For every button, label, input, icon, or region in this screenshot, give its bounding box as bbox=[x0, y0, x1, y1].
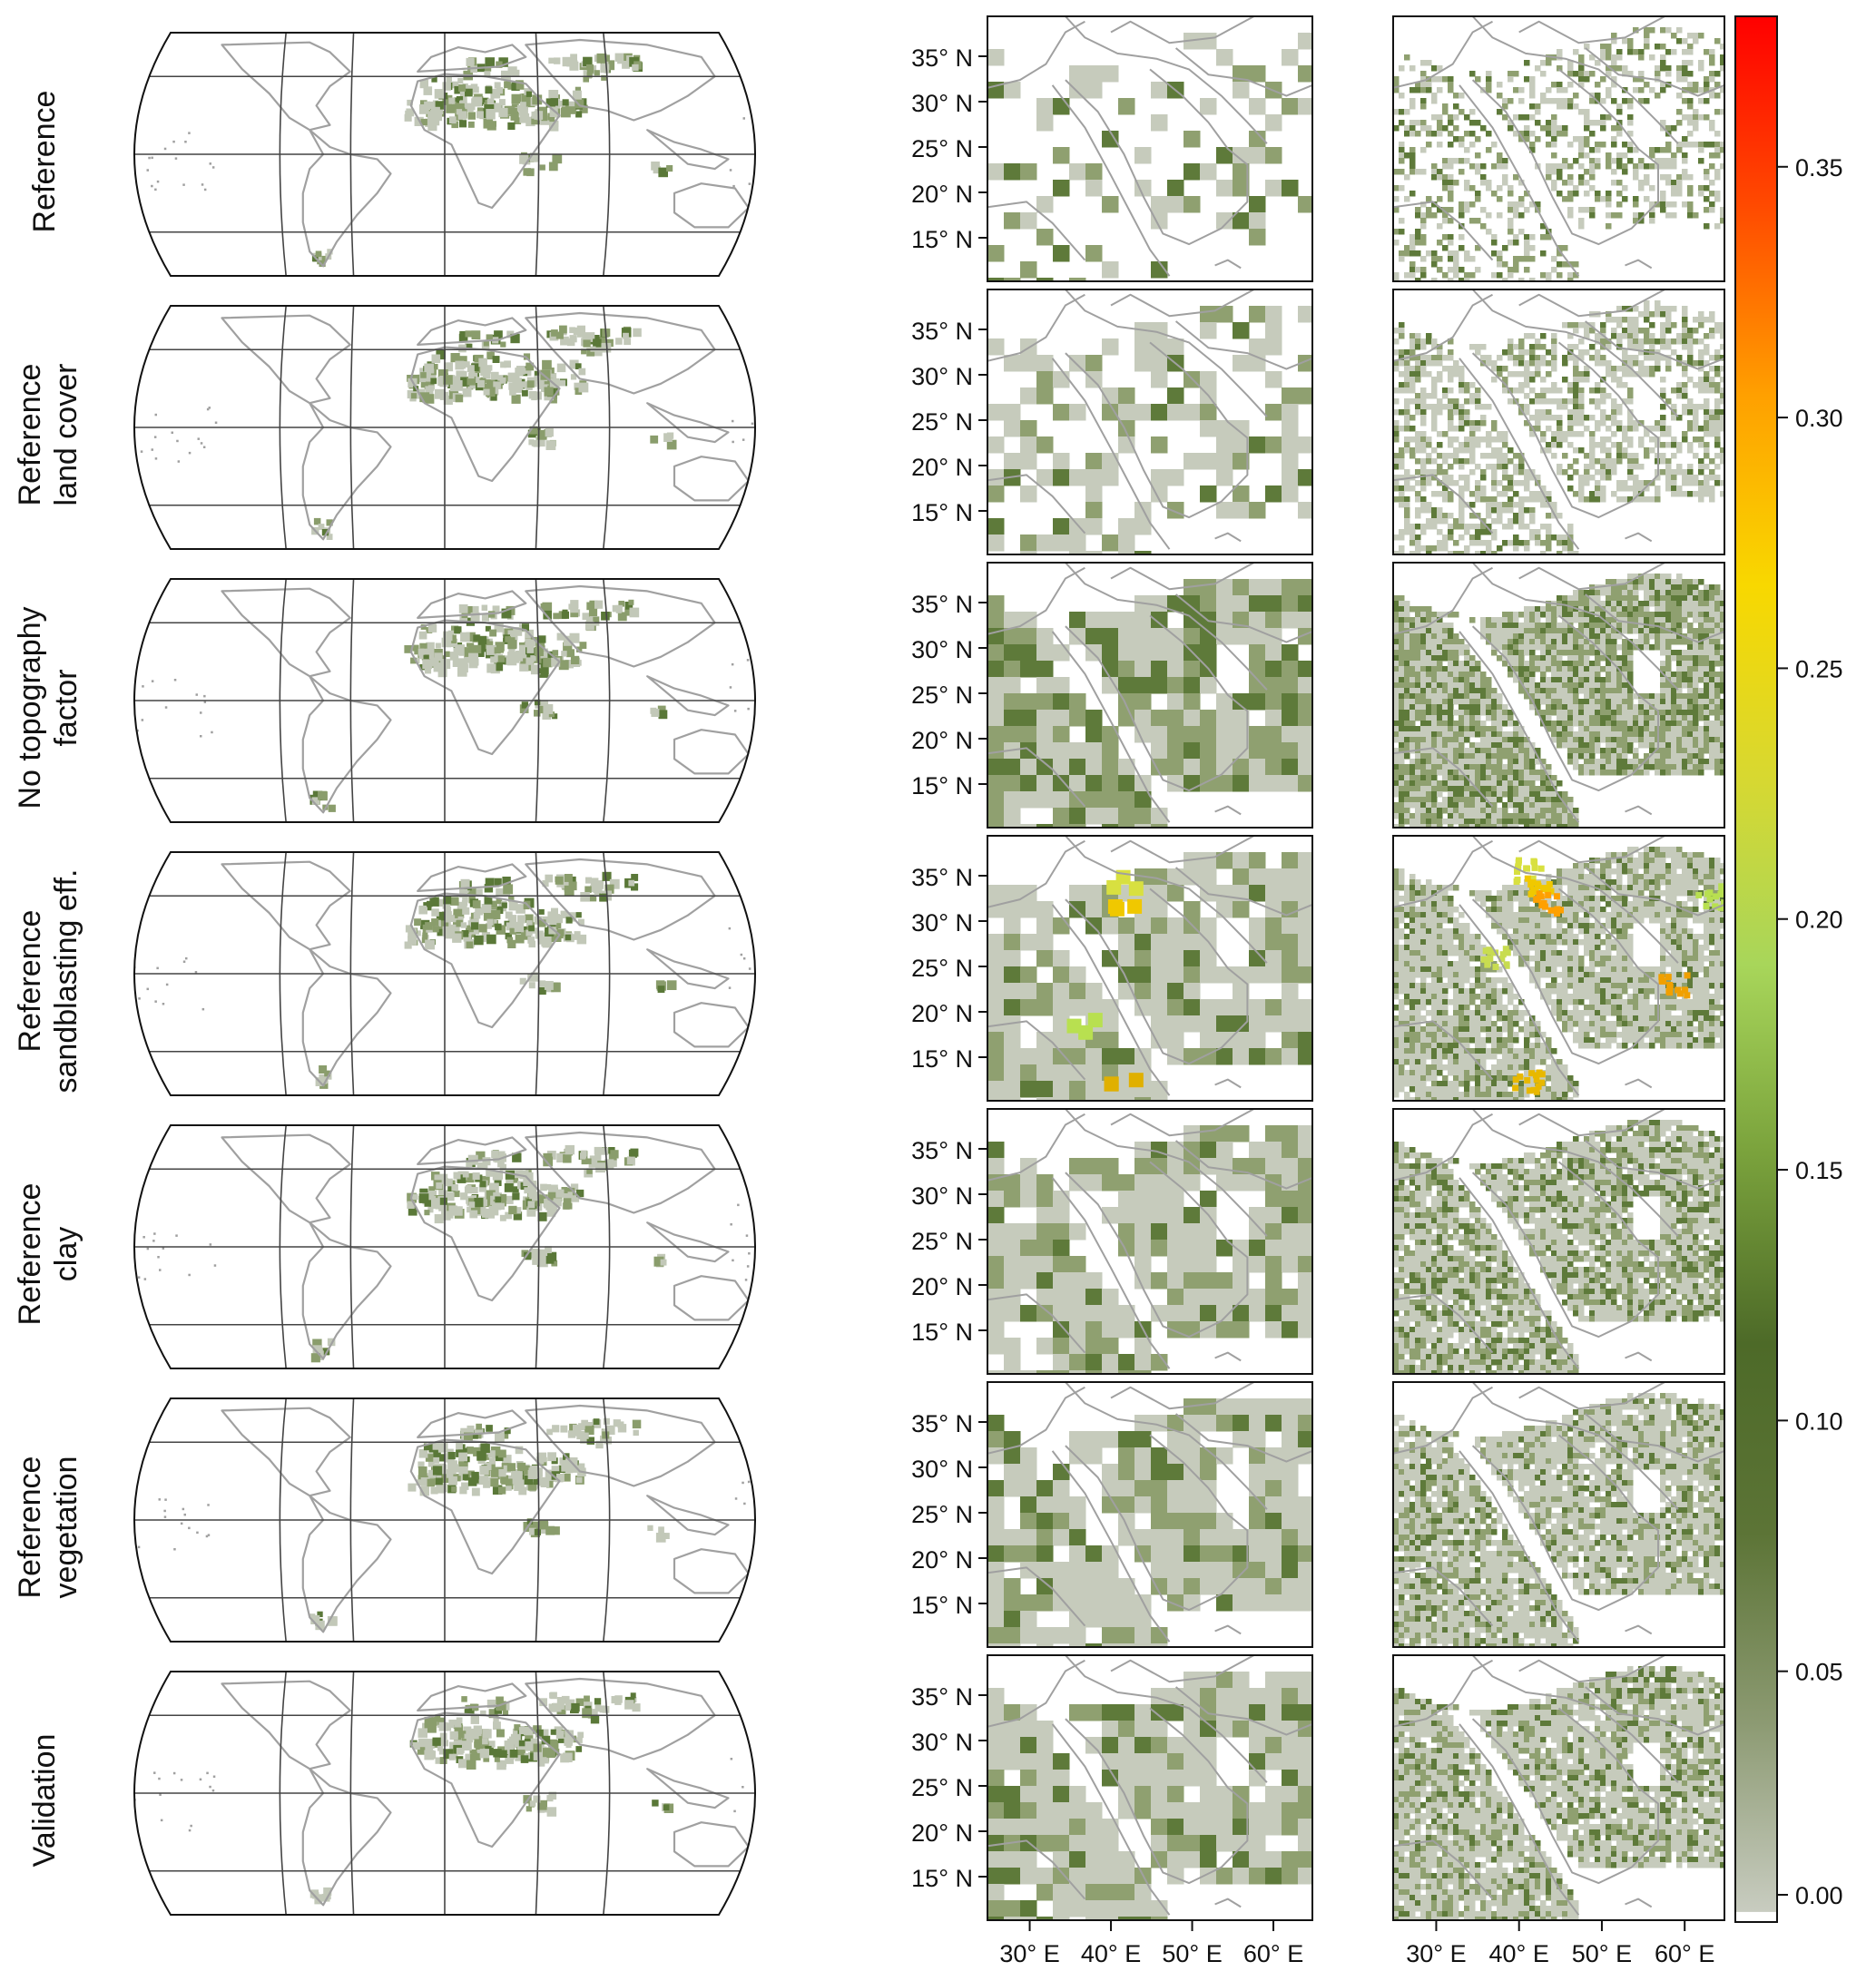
panel-row: Validation 35° N 30° N 25° N 20° N 15° N bbox=[27, 1654, 1725, 1921]
lat-tick-label: 20° N bbox=[911, 454, 973, 481]
lat-tick-label: 25° N bbox=[911, 1228, 973, 1255]
panel-row: Reference vegetation 35° N 30° N 25° N 20° N 1… bbox=[13, 1381, 1725, 1648]
row-label: Reference bbox=[13, 910, 47, 1053]
row-label: vegetation bbox=[49, 1456, 83, 1599]
row-label: sandblasting eff. bbox=[49, 869, 83, 1093]
panel-row: Reference land cover 35° N 30° N 25° N 20° N 1… bbox=[13, 289, 1725, 555]
lat-tick-label: 25° N bbox=[911, 1774, 973, 1801]
lat-tick-label: 20° N bbox=[911, 1819, 973, 1847]
regional-map-coarse bbox=[987, 1108, 1313, 1375]
regional-map-fine bbox=[1392, 835, 1725, 1102]
longitude-axes: 30° E 40° E 50° E 60° E 30° E 40° E 50° E 60° E bbox=[999, 1920, 1714, 1967]
world-map bbox=[133, 1124, 756, 1369]
colorbar-tick-label: 0.25 bbox=[1795, 655, 1843, 682]
colorbar: 0.00 0.05 0.10 0.15 0.20 0.25 0.30 0.35 bbox=[1734, 15, 1843, 1923]
lat-tick-label: 35° N bbox=[911, 1137, 973, 1164]
colorbar-tick-label: 0.10 bbox=[1795, 1407, 1843, 1435]
lon-tick-label: 60° E bbox=[1655, 1940, 1714, 1967]
lat-tick-label: 35° N bbox=[911, 44, 973, 72]
colorbar-tick-label: 0.30 bbox=[1795, 405, 1843, 432]
lat-tick-label: 30° N bbox=[911, 363, 973, 390]
lat-tick-label: 25° N bbox=[911, 1501, 973, 1528]
lon-tick-label: 30° E bbox=[999, 1940, 1059, 1967]
lon-tick-label: 30° E bbox=[1406, 1940, 1466, 1967]
colorbar-tick-label: 0.20 bbox=[1795, 907, 1843, 934]
world-map bbox=[133, 32, 756, 277]
lon-tick-label: 60° E bbox=[1243, 1940, 1303, 1967]
row-label: Validation bbox=[27, 1734, 62, 1868]
regional-map-coarse bbox=[987, 1381, 1313, 1648]
panel-row: No topography factor 35° N 30° N 25° N 20° N 1… bbox=[13, 562, 1725, 829]
lon-tick-label: 50° E bbox=[1572, 1940, 1632, 1967]
regional-map-coarse bbox=[987, 1654, 1313, 1921]
lat-tick-label: 30° N bbox=[911, 1456, 973, 1483]
row-label: Reference bbox=[27, 91, 62, 233]
regional-map-coarse bbox=[987, 289, 1313, 555]
panel-row: Reference sandblasting eff. 35° N 30° N 25° … bbox=[13, 835, 1725, 1102]
regional-map-fine bbox=[1392, 562, 1725, 829]
regional-map-coarse bbox=[987, 15, 1313, 282]
world-map bbox=[133, 578, 756, 823]
panel-row: Reference clay 35° N 30° N 25° N 20° N 15° N bbox=[13, 1108, 1725, 1375]
lat-tick-label: 15° N bbox=[911, 1319, 973, 1346]
row-label: factor bbox=[49, 669, 83, 746]
lat-tick-label: 30° N bbox=[911, 1182, 973, 1210]
lat-tick-label: 35° N bbox=[911, 591, 973, 618]
regional-map-fine bbox=[1392, 1108, 1725, 1375]
lat-tick-label: 35° N bbox=[911, 1683, 973, 1711]
world-map bbox=[133, 1671, 756, 1916]
lat-tick-label: 30° N bbox=[911, 909, 973, 937]
regional-map-fine bbox=[1392, 1654, 1725, 1921]
regional-map-fine bbox=[1392, 15, 1725, 282]
row-label: Reference bbox=[13, 1183, 47, 1326]
row-label: clay bbox=[49, 1227, 83, 1281]
lat-tick-label: 35° N bbox=[911, 318, 973, 345]
world-map bbox=[133, 1397, 756, 1643]
lat-tick-label: 30° N bbox=[911, 1729, 973, 1756]
row-label: No topography bbox=[13, 606, 47, 809]
colorbar-tick-label: 0.00 bbox=[1795, 1882, 1843, 1909]
lat-tick-label: 20° N bbox=[911, 1000, 973, 1027]
lat-tick-label: 30° N bbox=[911, 636, 973, 663]
lat-tick-label: 15° N bbox=[911, 1045, 973, 1073]
row-label: land cover bbox=[49, 364, 83, 506]
lat-tick-label: 20° N bbox=[911, 1273, 973, 1300]
lat-tick-label: 15° N bbox=[911, 1592, 973, 1619]
lon-tick-label: 40° E bbox=[1489, 1940, 1549, 1967]
lat-tick-label: 35° N bbox=[911, 1410, 973, 1437]
row-label: Reference bbox=[13, 364, 47, 506]
lat-tick-label: 15° N bbox=[911, 772, 973, 799]
panel-row: Reference 35° N 30° N 25° N 20° N 15° N bbox=[27, 15, 1725, 282]
colorbar-tick-label: 0.15 bbox=[1795, 1157, 1843, 1184]
world-map bbox=[133, 305, 756, 550]
lat-tick-label: 25° N bbox=[911, 135, 973, 162]
lat-tick-label: 35° N bbox=[911, 864, 973, 891]
row-label: Reference bbox=[13, 1456, 47, 1599]
lat-tick-label: 15° N bbox=[911, 226, 973, 253]
lon-tick-label: 50° E bbox=[1162, 1940, 1222, 1967]
lat-tick-label: 15° N bbox=[911, 1865, 973, 1892]
regional-map-coarse bbox=[987, 562, 1313, 829]
lon-tick-label: 40° E bbox=[1081, 1940, 1141, 1967]
colorbar-tick-label: 0.05 bbox=[1795, 1659, 1843, 1686]
lat-tick-label: 30° N bbox=[911, 90, 973, 117]
regional-map-coarse bbox=[987, 835, 1313, 1102]
regional-map-fine bbox=[1392, 1381, 1725, 1648]
lat-tick-label: 20° N bbox=[911, 181, 973, 208]
colorbar-tick-label: 0.35 bbox=[1795, 154, 1843, 181]
lat-tick-label: 25° N bbox=[911, 955, 973, 982]
lat-tick-label: 15° N bbox=[911, 499, 973, 526]
world-map bbox=[133, 851, 756, 1096]
lat-tick-label: 25° N bbox=[911, 682, 973, 709]
regional-map-fine bbox=[1392, 289, 1725, 555]
lat-tick-label: 25° N bbox=[911, 408, 973, 436]
lat-tick-label: 20° N bbox=[911, 727, 973, 754]
lat-tick-label: 20° N bbox=[911, 1546, 973, 1574]
